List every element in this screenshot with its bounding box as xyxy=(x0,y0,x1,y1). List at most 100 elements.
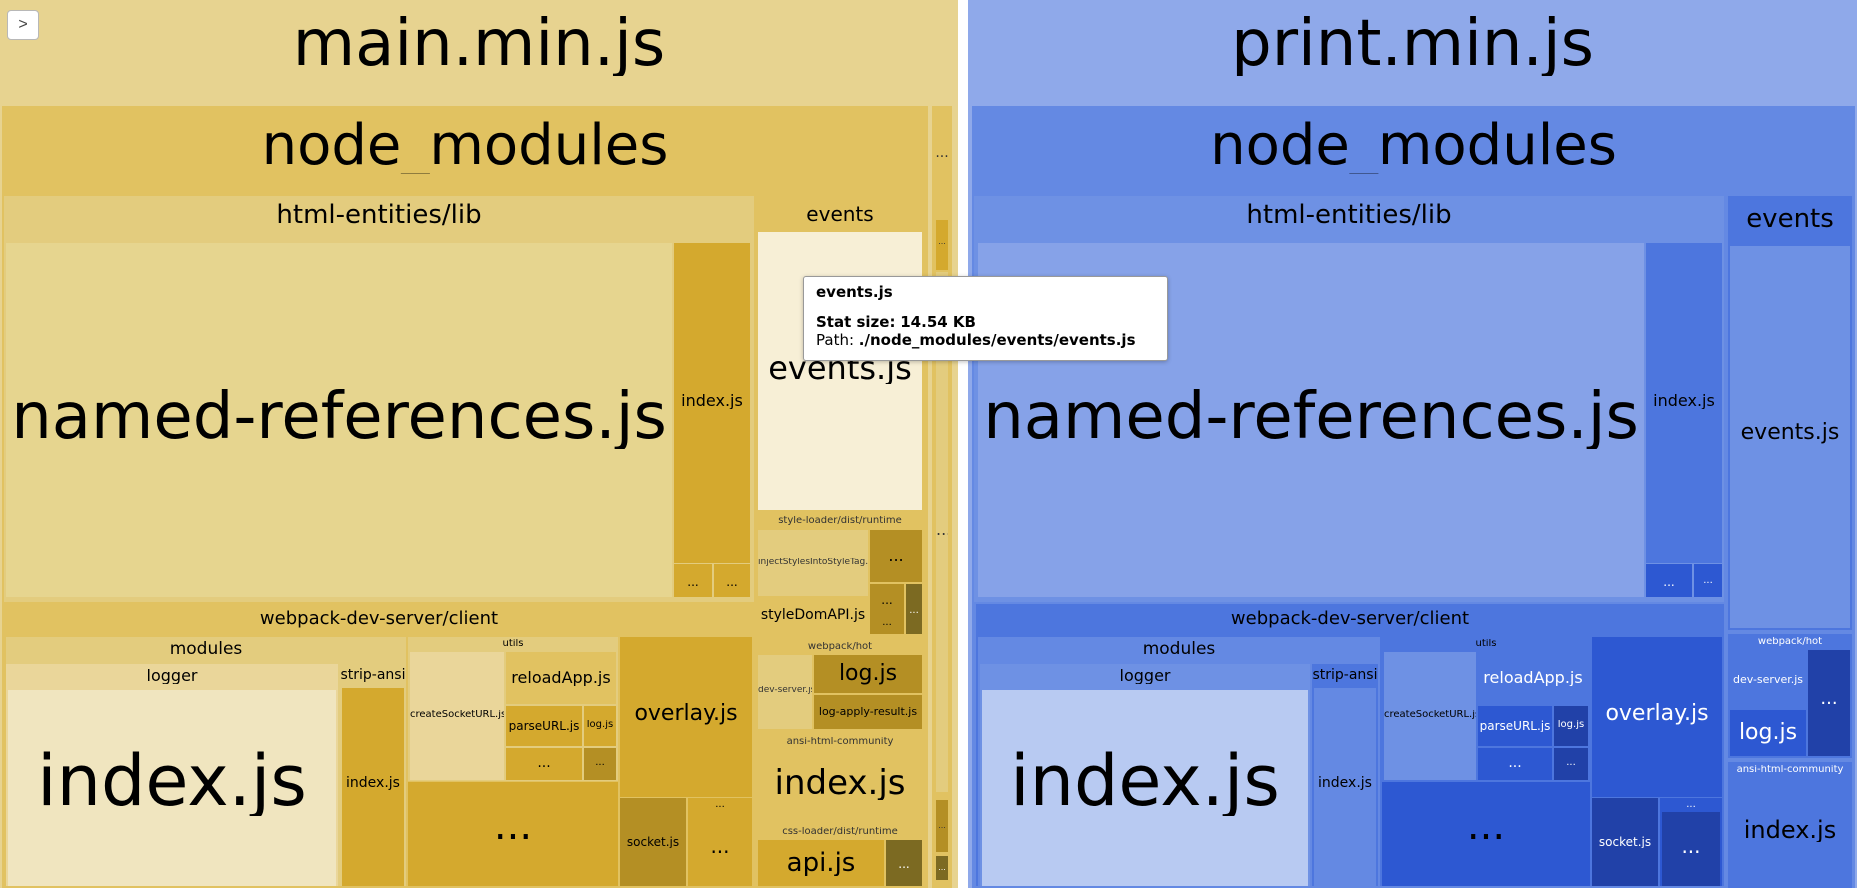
file-named-references-print-label: named-references.js xyxy=(983,385,1639,449)
file-log-utils-label: log.js xyxy=(586,720,614,730)
folder-events-print-label: events xyxy=(1746,206,1834,232)
file-logger-index-print-label: index.js xyxy=(1010,746,1280,816)
file-parse-url-print[interactable]: parseURL.js xyxy=(1478,706,1552,746)
folder-strip-ansi-print-label: strip-ansi xyxy=(1312,668,1378,682)
file-strip-ansi-index[interactable]: index.js xyxy=(342,688,404,886)
file-socket-print[interactable]: socket.js xyxy=(1592,798,1658,886)
file-parse-url-label: parseURL.js xyxy=(508,720,580,732)
file-log-apply-result[interactable]: log-apply-result.js xyxy=(814,695,922,729)
file-dev-server[interactable]: dev-server.js xyxy=(758,655,812,729)
file-create-socket-url-label: createSocketURL.js xyxy=(410,710,504,720)
file-overlay-print[interactable]: overlay.js xyxy=(1592,637,1722,797)
folder-html-entities-lib-label: html-entities/lib xyxy=(276,202,482,228)
file-create-socket-url-print[interactable]: createSocketURL.js xyxy=(1384,652,1476,780)
folder-modules-label: modules xyxy=(169,641,243,658)
ellipsis-css-label: ... xyxy=(898,858,910,870)
file-logger-index-label: index.js xyxy=(37,746,307,816)
ellipsis-hot-print[interactable]: ... xyxy=(1808,650,1850,756)
file-api[interactable]: api.js xyxy=(758,840,884,886)
ellipsis-utils-print-2[interactable]: ... xyxy=(1554,748,1588,780)
file-reload-app[interactable]: reloadApp.js xyxy=(506,652,616,704)
ellipsis-style-2[interactable]: ... xyxy=(870,584,904,612)
ellipsis-style-1-label: ... xyxy=(888,548,904,564)
ellipsis-utils-2[interactable]: ... xyxy=(584,748,616,780)
file-log-hot-print[interactable]: log.js xyxy=(1730,710,1806,756)
folder-ansi-html-label: ansi-html-community xyxy=(786,737,894,747)
column-misc-label: ... xyxy=(935,146,949,160)
ellipsis-style-3[interactable]: ... xyxy=(906,584,922,634)
file-html-entities-index-print[interactable]: index.js xyxy=(1646,243,1722,563)
ellipsis-style-4[interactable]: ... xyxy=(870,612,904,634)
file-socket-print-label: socket.js xyxy=(1598,836,1652,848)
ellipsis-html-1[interactable]: ... xyxy=(674,564,712,597)
ellipsis-socket-inner-print-label: ... xyxy=(1681,836,1701,856)
ellipsis-wds-big[interactable]: ... xyxy=(408,782,618,886)
ellipsis-html-print-1[interactable]: ... xyxy=(1646,564,1692,597)
folder-html-entities-lib-print-label: html-entities/lib xyxy=(1246,202,1452,228)
file-overlay-label: overlay.js xyxy=(634,703,738,725)
file-log-hot-print-label: log.js xyxy=(1738,722,1798,744)
file-create-socket-url-print-label: createSocketURL.js xyxy=(1384,710,1476,720)
folder-ansi-html-print-label: ansi-html-community xyxy=(1736,765,1844,775)
folder-modules-print-label: modules xyxy=(1142,641,1216,658)
ellipsis-wds-big-label: ... xyxy=(493,806,533,846)
folder-webpack-hot-label: webpack/hot xyxy=(807,642,873,652)
file-html-entities-index[interactable]: index.js xyxy=(674,243,750,563)
ellipsis-utils-print-1[interactable]: ... xyxy=(1478,748,1552,780)
file-socket-label: socket.js xyxy=(626,836,680,848)
file-dev-server-label: dev-server.js xyxy=(758,686,812,695)
bundle-main-label: main.min.js xyxy=(292,12,666,76)
ellipsis-socket-inner[interactable]: ... xyxy=(690,812,750,886)
sidebar-toggle-button[interactable]: > xyxy=(7,10,39,40)
file-log-utils-print-label: log.js xyxy=(1557,720,1585,730)
ellipsis-misc-4-label: ... xyxy=(938,864,946,872)
file-style-dom-api[interactable]: styleDomAPI.js xyxy=(758,598,868,634)
ellipsis-misc-4[interactable]: ... xyxy=(936,856,948,880)
file-parse-url[interactable]: parseURL.js xyxy=(506,706,582,746)
file-socket[interactable]: socket.js xyxy=(620,798,686,886)
tooltip-title: events.js xyxy=(816,283,893,301)
file-reload-app-print[interactable]: reloadApp.js xyxy=(1478,652,1588,704)
ellipsis-socket-inner-label: ... xyxy=(710,836,730,856)
file-events-print[interactable]: events.js xyxy=(1730,246,1850,628)
ellipsis-misc-3[interactable]: ... xyxy=(936,800,948,852)
file-strip-ansi-index-print[interactable]: index.js xyxy=(1314,688,1376,886)
file-strip-ansi-index-label: index.js xyxy=(346,776,400,790)
file-ansi-html-index[interactable]: index.js xyxy=(758,750,922,820)
ellipsis-html-print-1-label: ... xyxy=(1663,576,1675,588)
folder-node-modules-print-label: node_modules xyxy=(1210,118,1617,174)
ellipsis-misc-1[interactable]: ... xyxy=(936,220,948,270)
file-logger-index[interactable]: index.js xyxy=(8,690,336,886)
ellipsis-html-2-label: ... xyxy=(726,576,738,588)
file-named-references[interactable]: named-references.js xyxy=(6,243,672,597)
file-log-utils[interactable]: log.js xyxy=(584,706,616,746)
file-create-socket-url[interactable]: createSocketURL.js xyxy=(410,652,504,780)
ellipsis-style-1[interactable]: ... xyxy=(870,530,922,582)
ellipsis-html-print-2-label: ... xyxy=(1703,576,1713,586)
file-dev-server-print[interactable]: dev-server.js xyxy=(1730,650,1806,708)
file-events[interactable]: events.js xyxy=(758,232,922,510)
file-ansi-html-index-label: index.js xyxy=(774,766,906,800)
file-overlay[interactable]: overlay.js xyxy=(620,637,752,797)
ellipsis-misc-2[interactable]: ... xyxy=(936,272,948,792)
ellipsis-misc-3-label: ... xyxy=(938,822,946,830)
ellipsis-css[interactable]: ... xyxy=(886,840,922,886)
ellipsis-html-print-2[interactable]: ... xyxy=(1694,564,1722,597)
file-html-entities-index-label: index.js xyxy=(681,393,743,409)
ellipsis-style-4-label: ... xyxy=(882,618,892,628)
file-log-utils-print[interactable]: log.js xyxy=(1554,706,1588,746)
file-reload-app-label: reloadApp.js xyxy=(511,670,611,686)
ellipsis-wds-big-print[interactable]: ... xyxy=(1382,782,1590,886)
file-logger-index-print[interactable]: index.js xyxy=(982,690,1308,886)
folder-style-loader-label: style-loader/dist/runtime xyxy=(778,516,902,526)
ellipsis-html-2[interactable]: ... xyxy=(714,564,750,597)
ellipsis-utils-1[interactable]: ... xyxy=(506,748,582,780)
folder-wds-client-print-label: webpack-dev-server/client xyxy=(1230,610,1470,628)
ellipsis-style-3-label: ... xyxy=(909,606,919,616)
ellipsis-socket-inner-print[interactable]: ... xyxy=(1662,812,1720,886)
file-inject-styles[interactable]: injectStylesIntoStyleTag.js xyxy=(758,530,868,596)
file-overlay-print-label: overlay.js xyxy=(1605,703,1709,725)
file-log-hot[interactable]: log.js xyxy=(814,655,922,693)
file-ansi-html-index-print[interactable]: index.js xyxy=(1730,778,1850,886)
